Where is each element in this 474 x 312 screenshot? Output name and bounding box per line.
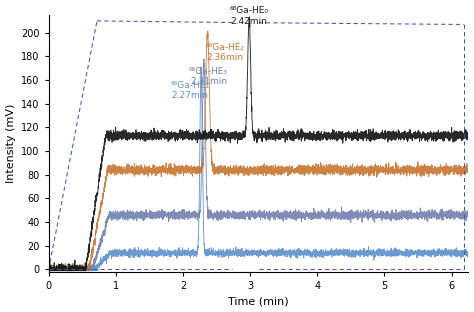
Text: ⁶⁸Ga-HE₂
2.36min: ⁶⁸Ga-HE₂ 2.36min [205, 43, 244, 62]
Text: ⁶⁸Ga-HE₁
2.27min: ⁶⁸Ga-HE₁ 2.27min [170, 81, 209, 100]
X-axis label: Time (min): Time (min) [228, 296, 289, 306]
Text: ⁶⁸Ga-HE₃
2.31min: ⁶⁸Ga-HE₃ 2.31min [189, 67, 228, 86]
Y-axis label: Intensity (mV): Intensity (mV) [6, 104, 16, 183]
Text: ⁶⁸Ga-HE₀
2.42min: ⁶⁸Ga-HE₀ 2.42min [229, 6, 268, 26]
